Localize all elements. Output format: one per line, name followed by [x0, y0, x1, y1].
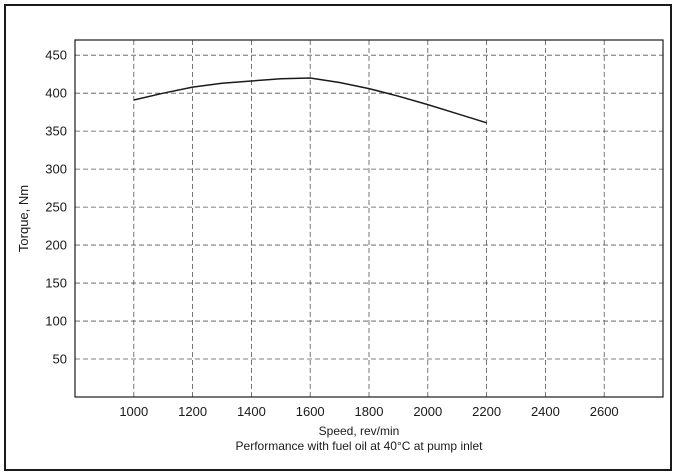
- y-tick-label: 250: [45, 200, 67, 215]
- y-tick-label: 350: [45, 124, 67, 139]
- y-tick-label: 100: [45, 314, 67, 329]
- chart-frame: [4, 4, 672, 471]
- y-axis-ticks: 50 100 150 200 250 300 350 400 450: [45, 48, 67, 367]
- x-tick-label: 2600: [590, 404, 619, 419]
- grid: [75, 40, 663, 397]
- x-tick-label: 1400: [237, 404, 266, 419]
- series: [133, 77, 487, 124]
- x-axis-label: Speed, rev/min: [319, 424, 400, 438]
- x-tick-label: 2400: [531, 404, 560, 419]
- chart-caption: Performance with fuel oil at 40°C at pum…: [236, 439, 484, 453]
- x-tick-label: 2000: [413, 404, 442, 419]
- y-tick-label: 50: [53, 352, 67, 367]
- y-tick-label: 150: [45, 276, 67, 291]
- x-tick-label: 1600: [296, 404, 325, 419]
- y-tick-label: 300: [45, 162, 67, 177]
- x-axis-ticks: 1000 1200 1400 1600 1800 2000 2200 2400 2600: [119, 404, 618, 419]
- x-tick-label: 1000: [119, 404, 148, 419]
- y-tick-label: 450: [45, 48, 67, 63]
- torque-curve: [133, 77, 487, 124]
- x-tick-label: 1800: [355, 404, 384, 419]
- y-tick-label: 400: [45, 86, 67, 101]
- plot-area: [74, 39, 664, 398]
- y-axis-label: Torque, Nm: [16, 185, 31, 252]
- x-tick-label: 2200: [472, 404, 501, 419]
- y-tick-label: 200: [45, 238, 67, 253]
- x-tick-label: 1200: [178, 404, 207, 419]
